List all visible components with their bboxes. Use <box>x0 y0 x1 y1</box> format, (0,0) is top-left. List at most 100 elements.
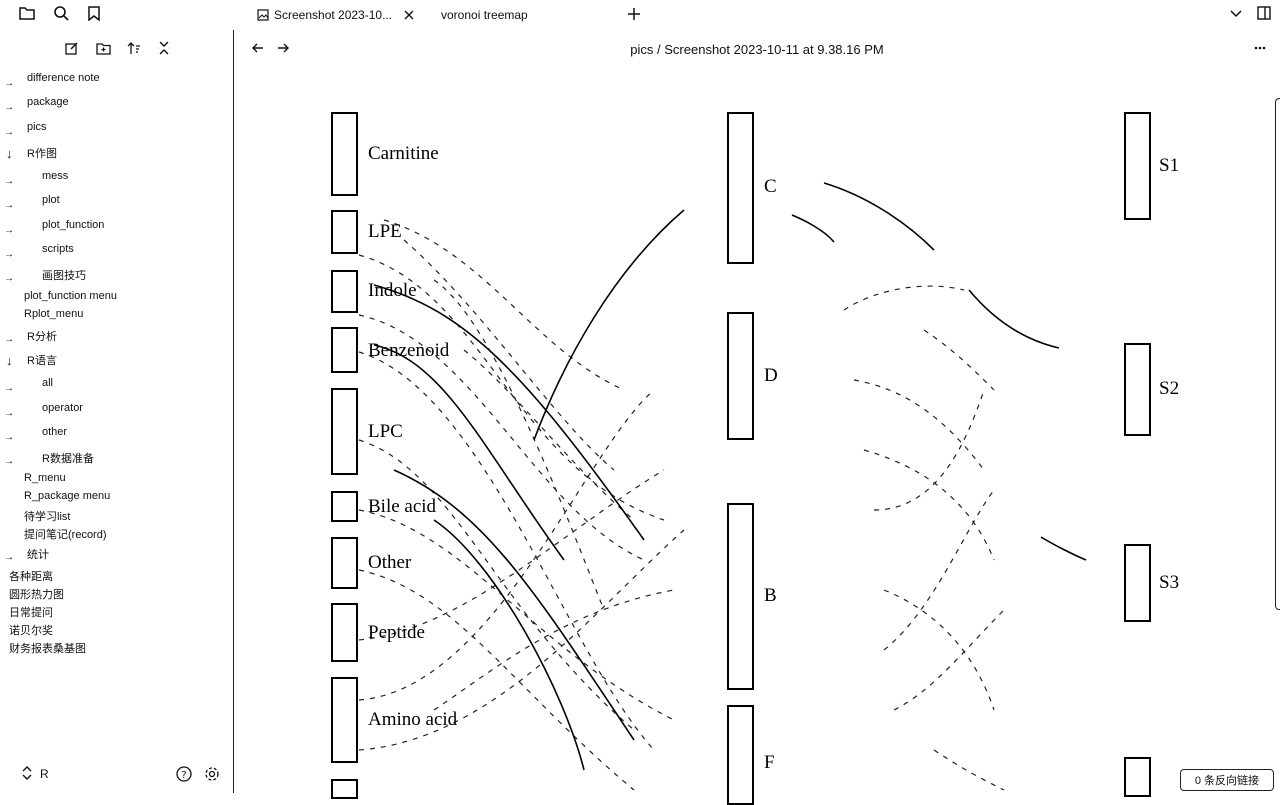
sankey-node-bar <box>1124 544 1151 622</box>
sankey-node-bar <box>727 112 754 264</box>
chevron-icon[interactable]: → <box>4 432 14 443</box>
settings-gear-icon[interactable] <box>203 765 221 783</box>
chevron-icon[interactable]: → <box>4 456 14 467</box>
sankey-node-label: Amino acid <box>368 709 458 730</box>
tree-item[interactable]: scripts <box>42 243 74 255</box>
sankey-node-label: Benzenoid <box>368 340 450 361</box>
tree-item[interactable]: plot <box>42 194 60 206</box>
tree-item[interactable]: 各种距离 <box>9 571 53 583</box>
tree-item[interactable]: 诺贝尔奖 <box>9 625 53 637</box>
sankey-image: Carnitine LPE Indole Benzenoid LPC Bile acid O… <box>234 90 1280 805</box>
tree-item[interactable]: Rplot_menu <box>24 308 84 320</box>
breadcrumb-folder[interactable]: pics <box>630 42 654 57</box>
chevron-down-icon[interactable] <box>1228 6 1244 22</box>
bookmark-icon[interactable] <box>86 5 102 21</box>
tree-item[interactable]: other <box>42 426 68 438</box>
tree-item[interactable]: 圆形热力图 <box>9 589 64 601</box>
breadcrumb-file[interactable]: Screenshot 2023-10-11 at 9.38.16 PM <box>664 42 884 57</box>
new-tab-icon[interactable] <box>626 6 642 22</box>
chevron-icon[interactable]: → <box>4 102 14 113</box>
sankey-node-label: S1 <box>1159 155 1180 176</box>
main-pane: pics / Screenshot 2023-10-11 at 9.38.16 … <box>234 30 1280 805</box>
tree-item[interactable]: R数据准备 <box>42 453 94 465</box>
more-options-icon[interactable] <box>1252 40 1268 56</box>
tree-item[interactable]: 日常提问 <box>9 607 53 619</box>
chevron-icon[interactable]: → <box>4 408 14 419</box>
sankey-node-label: Indole <box>368 280 417 301</box>
sankey-node-bar <box>331 327 358 373</box>
right-sidebar-icon[interactable] <box>1256 5 1272 21</box>
chevron-icon[interactable]: → <box>4 249 14 260</box>
tree-item[interactable]: 待学习list <box>24 511 71 523</box>
tree-item[interactable]: 画图技巧 <box>42 270 86 282</box>
sankey-flows <box>358 182 1087 791</box>
tree-item[interactable]: difference note <box>27 72 100 84</box>
vault-switch-icon[interactable] <box>20 766 34 780</box>
tree-item[interactable]: operator <box>42 402 83 414</box>
tree-item[interactable]: 财务报表桑基图 <box>9 643 86 655</box>
tree-item[interactable]: R_package menu <box>24 490 111 502</box>
chevron-icon[interactable]: → <box>4 200 14 211</box>
collapse-all-icon[interactable] <box>156 40 172 56</box>
new-note-icon[interactable] <box>64 40 80 56</box>
tree-item[interactable]: mess <box>42 170 69 182</box>
sankey-node-bar <box>727 503 754 690</box>
new-folder-icon[interactable] <box>95 40 111 56</box>
tree-item[interactable]: all <box>42 377 54 389</box>
tree-item[interactable]: plot_function <box>42 219 105 231</box>
sankey-node-label: D <box>764 365 778 386</box>
breadcrumb-separator: / <box>657 42 661 57</box>
sankey-node-bar <box>727 705 754 805</box>
sankey-node-label: S2 <box>1159 378 1180 399</box>
tree-item[interactable]: R分析 <box>27 331 57 343</box>
tree-item[interactable]: plot_function menu <box>24 290 117 302</box>
tab-voronoi-treemap[interactable]: voronoi treemap <box>441 4 528 26</box>
folder-icon[interactable] <box>18 5 36 21</box>
vault-name[interactable]: R <box>40 767 49 781</box>
sankey-node-bar <box>1124 343 1151 436</box>
tree-item[interactable]: R_menu <box>24 472 66 484</box>
help-icon[interactable]: ? <box>175 765 193 783</box>
sankey-node-bar <box>331 210 358 254</box>
chevron-icon[interactable]: → <box>4 273 14 284</box>
tab-screenshot-label: Screenshot 2023-10... <box>274 8 393 22</box>
chevron-icon[interactable]: → <box>4 334 14 345</box>
tree-item[interactable]: 统计 <box>27 549 49 561</box>
chevron-icon[interactable]: → <box>4 176 14 187</box>
chevron-icon[interactable]: ↓ <box>6 146 13 161</box>
chevron-icon[interactable]: ↓ <box>6 353 13 368</box>
sankey-node-bar <box>331 112 358 196</box>
sankey-node-label: S3 <box>1159 572 1180 593</box>
chevron-icon[interactable]: → <box>4 127 14 138</box>
chevron-icon[interactable]: → <box>4 383 14 394</box>
chevron-icon[interactable]: → <box>4 225 14 236</box>
forward-arrow-icon[interactable] <box>275 40 291 56</box>
tab-voronoi-label: voronoi treemap <box>441 8 528 22</box>
sankey-node-bar <box>331 677 358 763</box>
sankey-node-bar <box>1124 112 1151 220</box>
sort-icon[interactable] <box>126 40 142 56</box>
tree-item[interactable]: pics <box>27 121 47 133</box>
backlinks-status[interactable]: 0 条反向链接 <box>1179 769 1274 791</box>
sankey-node-bar <box>1124 757 1151 797</box>
title-bar: Screenshot 2023-10... voronoi treemap <box>0 0 1280 30</box>
back-arrow-icon[interactable] <box>250 40 266 56</box>
chevron-icon[interactable]: → <box>4 552 14 563</box>
tree-item[interactable]: 提问笔记(record) <box>24 529 107 541</box>
sankey-node-label: Peptide <box>368 622 425 643</box>
breadcrumb: pics / Screenshot 2023-10-11 at 9.38.16 … <box>234 42 1280 57</box>
sankey-node-bar <box>331 779 358 799</box>
search-icon[interactable] <box>52 5 70 21</box>
sankey-node-bar <box>331 388 358 475</box>
tree-item[interactable]: R语言 <box>27 355 57 367</box>
chevron-icon[interactable]: → <box>4 78 14 89</box>
tab-screenshot[interactable]: Screenshot 2023-10... <box>257 4 414 26</box>
tree-item[interactable]: R作图 <box>27 148 57 160</box>
sankey-node-bar <box>727 312 754 440</box>
tree-item[interactable]: package <box>27 96 69 108</box>
scroll-indicator[interactable] <box>1275 98 1280 610</box>
close-icon[interactable] <box>404 10 414 20</box>
sankey-node-label: LPE <box>368 221 402 242</box>
sankey-node-label: Carnitine <box>368 143 439 164</box>
svg-text:?: ? <box>181 770 186 781</box>
